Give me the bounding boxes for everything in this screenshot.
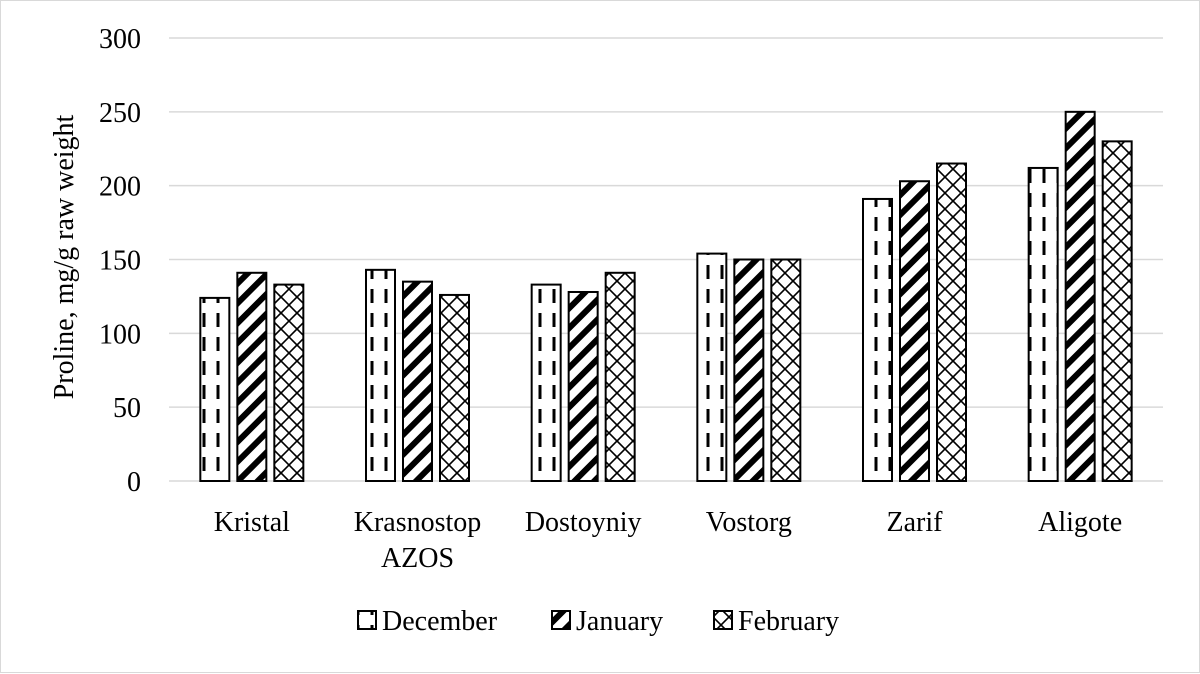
bar-february-4 (936, 162, 967, 482)
legend-swatch-december (357, 610, 377, 630)
y-tick-label: 250 (99, 98, 141, 129)
y-tick-label: 100 (99, 319, 141, 350)
bar-december-3 (696, 252, 728, 482)
legend-label-january: January (576, 606, 663, 637)
bar-january-4 (899, 180, 930, 482)
x-category-label: Dostoyniy (525, 507, 642, 538)
bar-february-1 (439, 293, 470, 482)
gridlines (169, 37, 1163, 482)
bar-december-4 (862, 197, 893, 482)
y-axis-ticks: 0 50 100 150 200 250 300 (99, 24, 141, 498)
y-tick-label: 0 (127, 467, 141, 498)
bar-december-0 (199, 296, 231, 483)
y-tick-label: 300 (99, 24, 141, 55)
x-category-label: Zarif (887, 507, 944, 538)
bar-december-5 (1027, 166, 1059, 483)
x-category-label: Vostorg (706, 507, 792, 538)
bar-february-3 (770, 258, 802, 482)
y-tick-label: 200 (99, 172, 141, 203)
bar-february-0 (273, 283, 305, 482)
bar-february-5 (1101, 140, 1133, 482)
y-axis-label: Proline, mg/g raw weight (49, 114, 80, 399)
bar-january-5 (1064, 110, 1096, 482)
bar-january-2 (567, 290, 599, 482)
bar-december-1 (365, 268, 396, 482)
bar-february-2 (604, 271, 636, 483)
bar-january-3 (733, 258, 765, 482)
legend-label-december: December (382, 606, 498, 637)
x-category-label: Krasnostop (354, 507, 482, 538)
bar-december-2 (530, 283, 562, 482)
x-category-label: AZOS (381, 543, 454, 574)
x-axis-categories: Kristal Krasnostop AZOS Dostoyniy Vostorg Zar… (214, 507, 1122, 574)
y-tick-label: 50 (113, 393, 141, 424)
legend-label-february: February (738, 606, 839, 637)
x-category-label: Aligote (1038, 507, 1122, 538)
legend-swatch-january (551, 610, 571, 630)
x-category-label: Kristal (214, 507, 290, 538)
bar-january-1 (402, 280, 433, 482)
legend-swatch-february (713, 610, 733, 630)
bars (199, 110, 1133, 483)
bar-january-0 (236, 271, 268, 483)
y-tick-label: 150 (99, 246, 141, 277)
legend: December January February (357, 606, 839, 637)
